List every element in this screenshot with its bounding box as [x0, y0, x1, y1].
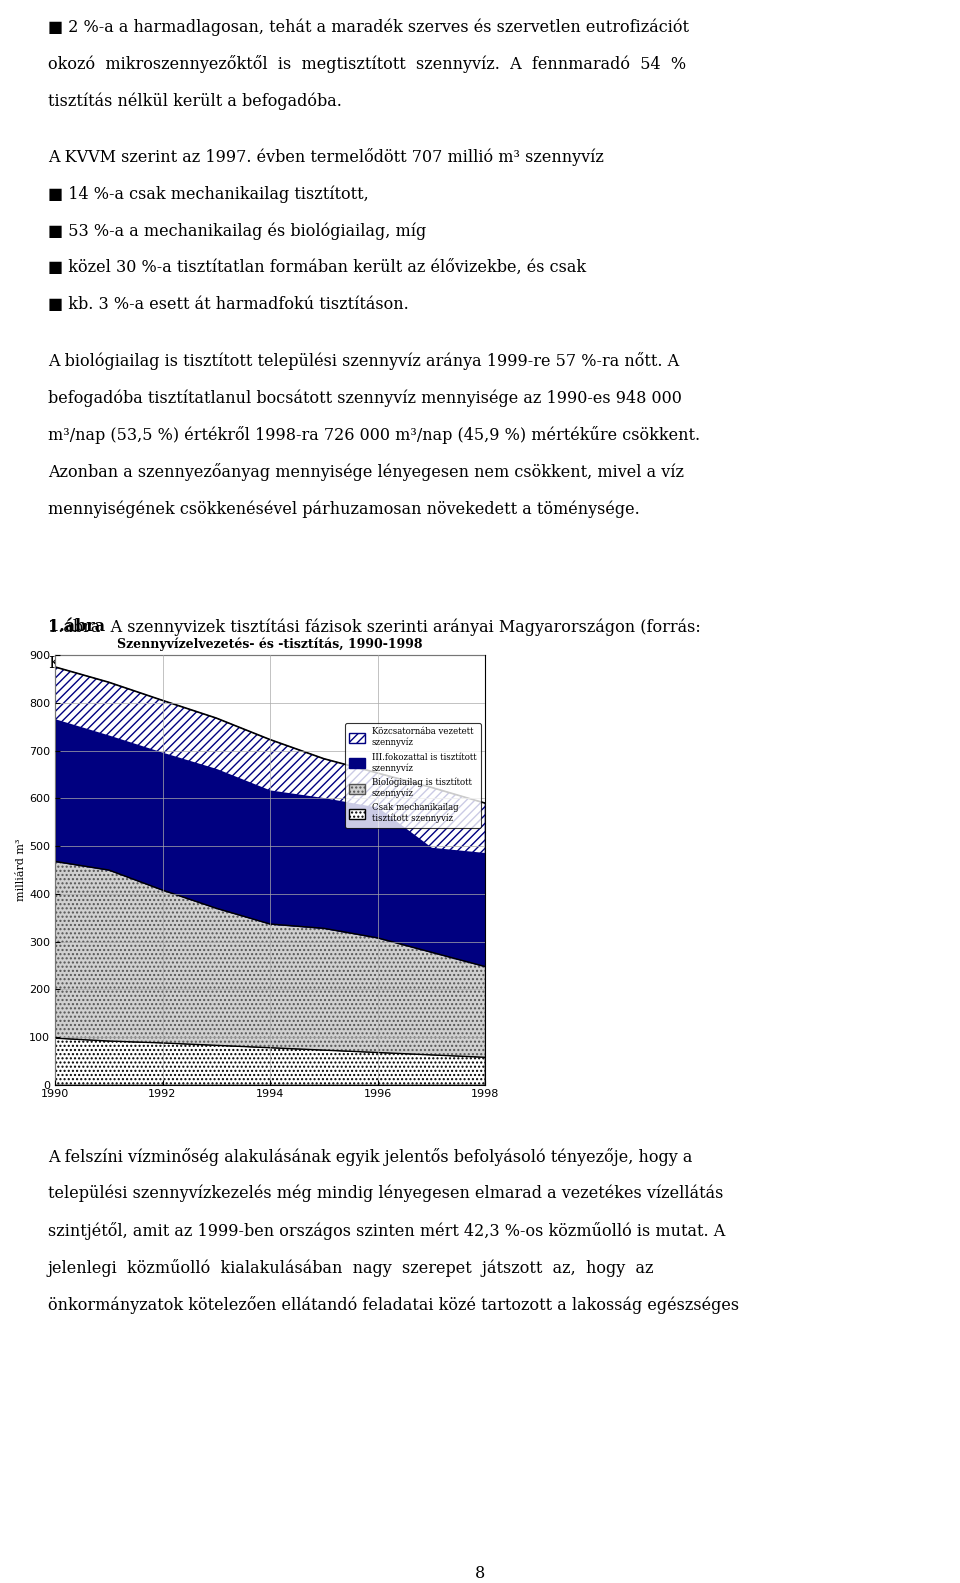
- Text: 1.ábra: 1.ábra: [48, 617, 106, 635]
- Text: okozó  mikroszennyezőktől  is  megtisztított  szennyvíz.  A  fennmaradó  54  %: okozó mikroszennyezőktől is megtisztítot…: [48, 55, 686, 73]
- Text: ■ kb. 3 %-a esett át harmadfokú tisztításon.: ■ kb. 3 %-a esett át harmadfokú tisztítá…: [48, 296, 409, 313]
- Text: ■ közel 30 %-a tisztítatlan formában került az élővizekbe, és csak: ■ közel 30 %-a tisztítatlan formában ker…: [48, 260, 587, 275]
- Text: A felszíni vízminőség alakulásának egyik jelentős befolyásoló tényezője, hogy a: A felszíni vízminőség alakulásának egyik…: [48, 1148, 692, 1167]
- Text: A biológiailag is tisztított települési szennyvíz aránya 1999-re 57 %-ra nőtt. A: A biológiailag is tisztított települési …: [48, 351, 679, 370]
- Title: Szennyvízelvezetés- és -tisztítás, 1990-1998: Szennyvízelvezetés- és -tisztítás, 1990-…: [117, 638, 422, 651]
- Text: jelenlegi  közműolló  kialakulásában  nagy  szerepet  játszott  az,  hogy  az: jelenlegi közműolló kialakulásában nagy …: [48, 1258, 655, 1277]
- Text: tisztítás nélkül került a befogadóba.: tisztítás nélkül került a befogadóba.: [48, 92, 342, 109]
- Text: mennyiségének csökkenésével párhuzamosan növekedett a töménysége.: mennyiségének csökkenésével párhuzamosan…: [48, 500, 639, 518]
- Text: ■ 14 %-a csak mechanikailag tisztított,: ■ 14 %-a csak mechanikailag tisztított,: [48, 185, 369, 203]
- Text: önkormányzatok kötelezően ellátandó feladatai közé tartozott a lakosság egészség: önkormányzatok kötelezően ellátandó fela…: [48, 1296, 739, 1314]
- Text: szintjétől, amit az 1999-ben országos szinten mért 42,3 %-os közműolló is mutat.: szintjétől, amit az 1999-ben országos sz…: [48, 1222, 725, 1239]
- Text: Azonban a szennyezőanyag mennyisége lényegesen nem csökkent, mivel a víz: Azonban a szennyezőanyag mennyisége lény…: [48, 462, 684, 481]
- Text: KVVM): KVVM): [48, 655, 106, 673]
- Text: ■ 2 %-a a harmadlagosan, tehát a maradék szerves és szervetlen eutrofizációt: ■ 2 %-a a harmadlagosan, tehát a maradék…: [48, 17, 689, 35]
- Y-axis label: milliárd m³: milliárd m³: [16, 839, 26, 901]
- Text: 8: 8: [475, 1566, 485, 1581]
- Text: A KVVM szerint az 1997. évben termelődött 707 millió m³ szennyvíz: A KVVM szerint az 1997. évben termelődöt…: [48, 147, 604, 166]
- Text: befogadóba tisztítatlanul bocsátott szennyvíz mennyisége az 1990-es 948 000: befogadóba tisztítatlanul bocsátott szen…: [48, 389, 682, 407]
- Legend: Közcsatornába vezetett
szennyvíz, III.fokozattal is tisztított
szennyvíz, Biológ: Közcsatornába vezetett szennyvíz, III.fo…: [345, 723, 481, 828]
- Text: ■ 53 %-a a mechanikailag és biológiailag, míg: ■ 53 %-a a mechanikailag és biológiailag…: [48, 222, 426, 239]
- Text: m³/nap (53,5 %) értékről 1998-ra 726 000 m³/nap (45,9 %) mértékűre csökkent.: m³/nap (53,5 %) értékről 1998-ra 726 000…: [48, 426, 700, 443]
- Text: 1.ábra  A szennyvizek tisztítási fázisok szerinti arányai Magyarországon (forrás: 1.ábra A szennyvizek tisztítási fázisok …: [48, 617, 701, 635]
- Text: települési szennyvízkezelés még mindig lényegesen elmarad a vezetékes vízellátás: települési szennyvízkezelés még mindig l…: [48, 1186, 724, 1203]
